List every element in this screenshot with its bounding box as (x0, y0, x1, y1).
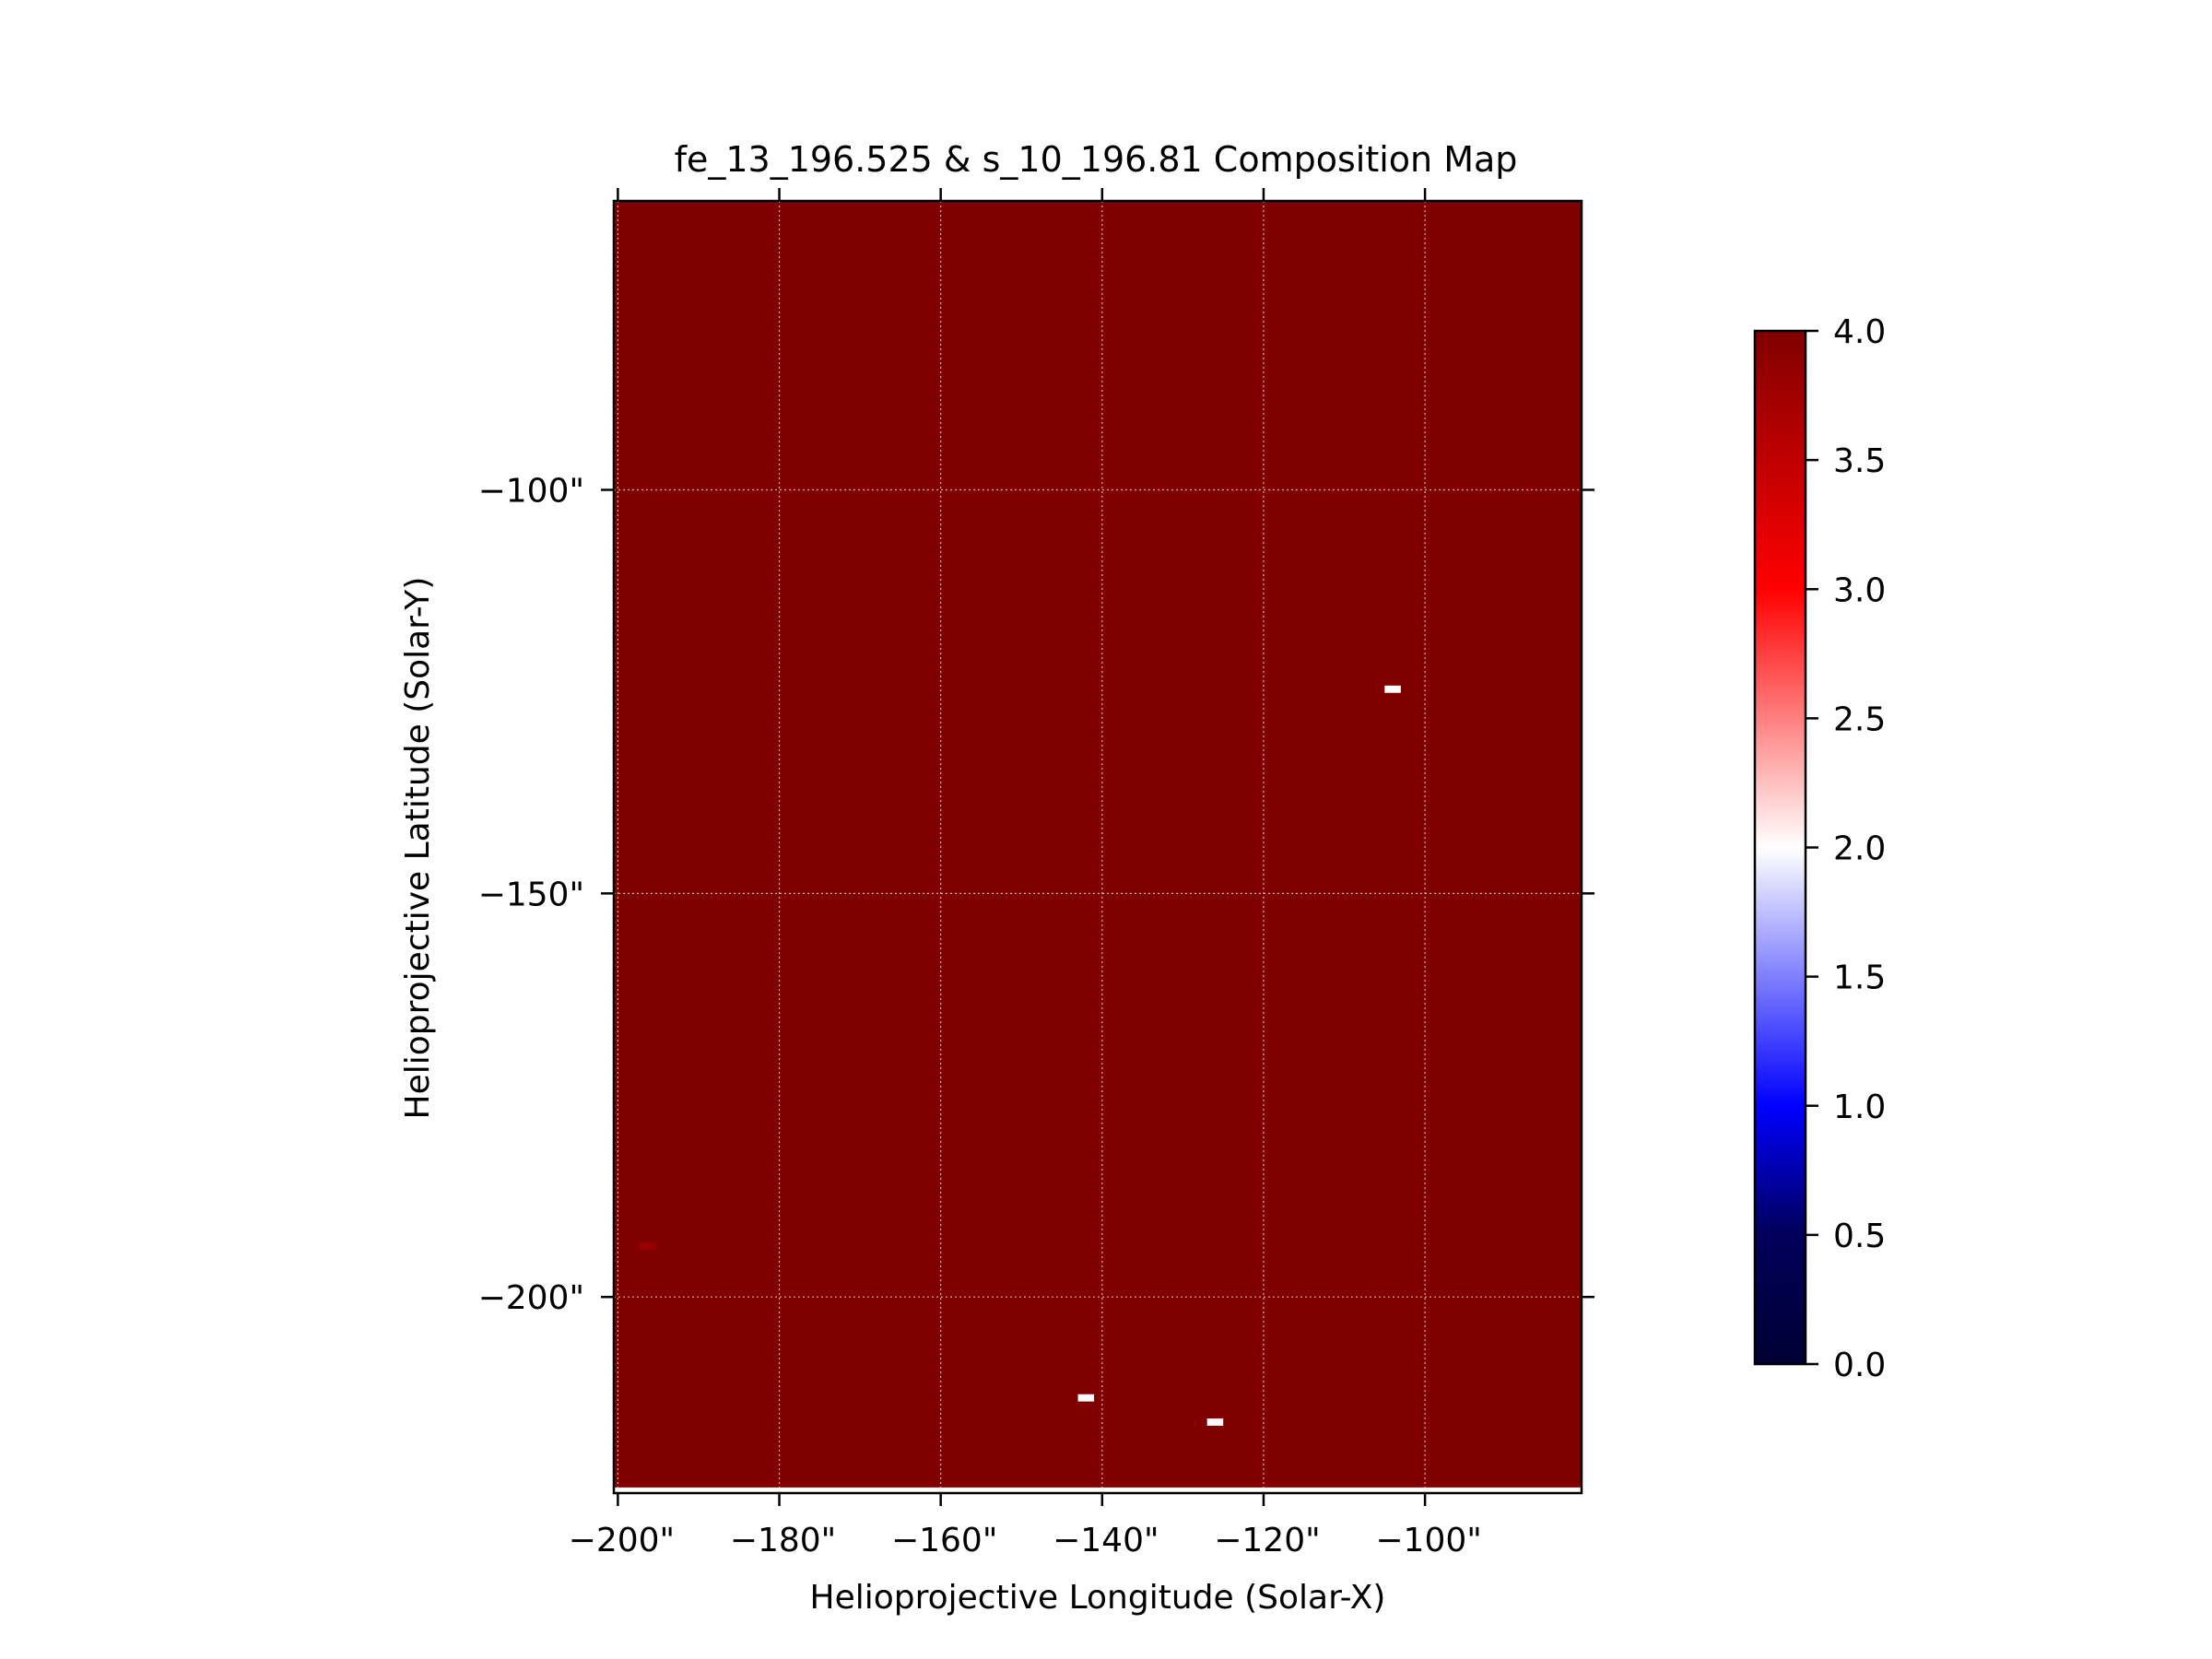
x-axis-label: Helioprojective Longitude (Solar-X) (810, 1579, 1386, 1617)
colorbar-tick-label-7: 3.5 (1833, 442, 1886, 480)
colorbar-tick-label-4: 2.0 (1833, 830, 1886, 868)
heatmap-field (614, 201, 1582, 1488)
x-tick-label-2: −160" (891, 1522, 997, 1559)
x-tick-label-4: −120" (1214, 1522, 1320, 1559)
x-axis-ticks: −200" −180" −160" −140" −120" −100" (569, 188, 1482, 1559)
colorbar-tick-label-8: 4.0 (1833, 313, 1886, 351)
y-axis-ticks: −100" −150" −200" (478, 473, 1594, 1317)
colorbar-ticks: 0.0 0.5 1.0 1.5 2.0 2.5 3.0 3.5 4.0 (1806, 313, 1886, 1384)
y-tick-label-1: −150" (478, 876, 584, 913)
heatmap-anomaly-0 (1384, 685, 1401, 693)
colorbar-tick-label-6: 3.0 (1833, 571, 1886, 609)
y-tick-label-0: −100" (478, 473, 584, 511)
heatmap-anomaly-3 (640, 1242, 656, 1250)
y-tick-label-2: −200" (478, 1279, 584, 1317)
plot-area: −200" −180" −160" −140" −120" −100" −100" −150… (478, 188, 1594, 1559)
colorbar-tick-label-1: 0.5 (1833, 1218, 1886, 1255)
colorbar-tick-label-0: 0.0 (1833, 1347, 1886, 1384)
x-tick-label-1: −180" (730, 1522, 836, 1559)
colorbar-gradient (1753, 329, 1807, 1366)
colorbar: 0.0 0.5 1.0 1.5 2.0 2.5 3.0 3.5 4.0 (1753, 313, 1886, 1384)
colorbar-tick-label-5: 2.5 (1833, 700, 1886, 738)
y-axis-label: Helioprojective Latitude (Solar-Y) (399, 577, 437, 1120)
colorbar-tick-label-3: 1.5 (1833, 959, 1886, 997)
x-tick-label-0: −200" (569, 1522, 675, 1559)
chart-title: fe_13_196.525 & s_10_196.81 Composition … (675, 139, 1518, 180)
heatmap-anomaly-2 (1206, 1418, 1224, 1426)
grid-lines (614, 201, 1582, 1493)
x-tick-label-3: −140" (1053, 1522, 1159, 1559)
x-tick-label-5: −100" (1375, 1522, 1481, 1559)
colorbar-tick-label-2: 1.0 (1833, 1088, 1886, 1126)
heatmap-anomaly-1 (1077, 1394, 1095, 1402)
plot-frame (612, 199, 1583, 1495)
heatmap-anomalies (640, 685, 1401, 1426)
